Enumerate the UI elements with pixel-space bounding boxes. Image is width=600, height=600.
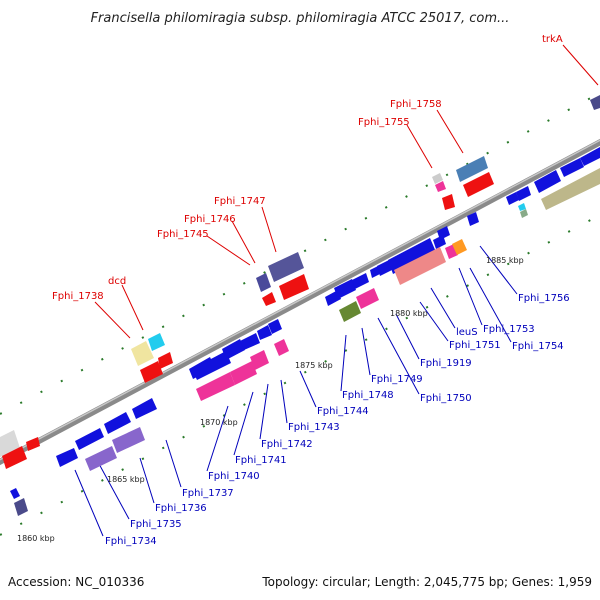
gene-arrow[interactable]: [158, 352, 173, 369]
gene-arrow[interactable]: [268, 319, 282, 334]
gene-arrow[interactable]: [56, 448, 78, 467]
gene-label[interactable]: Fphi_1919: [420, 358, 472, 369]
kbp-label: 1865 kbp: [107, 475, 145, 484]
gene-label[interactable]: Fphi_1758: [390, 99, 442, 110]
gene-block[interactable]: [274, 339, 289, 356]
gene-label[interactable]: Fphi_1750: [420, 393, 472, 404]
gene-block[interactable]: [356, 288, 379, 309]
gene-label[interactable]: Fphi_1743: [288, 422, 340, 433]
gene-label[interactable]: Fphi_1744: [317, 406, 369, 417]
gene-block[interactable]: [131, 341, 154, 366]
gene-label[interactable]: Fphi_1755: [358, 117, 410, 128]
label-connectors: [74, 44, 599, 537]
gene-arrow[interactable]: [377, 260, 392, 276]
gene-arrow[interactable]: [222, 339, 245, 360]
gene-arrow[interactable]: [26, 437, 40, 451]
gene-label[interactable]: Fphi_1753: [483, 324, 535, 335]
gene-label[interactable]: Fphi_1740: [208, 471, 260, 482]
gene-label[interactable]: Fphi_1735: [130, 519, 182, 530]
gene-block[interactable]: [518, 203, 526, 211]
gene-arrow[interactable]: [104, 412, 131, 434]
gene-arrow[interactable]: [534, 170, 561, 193]
gene-label[interactable]: Fphi_1754: [512, 341, 564, 352]
gene-arrow[interactable]: [437, 226, 450, 240]
gene-block[interactable]: [452, 239, 467, 255]
kbp-label: 1875 kbp: [295, 361, 333, 370]
gene-block[interactable]: [435, 181, 446, 192]
kbp-label: 1880 kbp: [390, 309, 428, 318]
gene-label[interactable]: Fphi_1756: [518, 293, 570, 304]
gene-arrow[interactable]: [2, 446, 27, 469]
gene-block[interactable]: [394, 247, 446, 285]
gene-label[interactable]: Fphi_1738: [52, 291, 104, 302]
kbp-label: 1860 kbp: [17, 534, 55, 543]
kbp-label: 1870 kbp: [200, 418, 238, 427]
gene-arrow[interactable]: [262, 292, 276, 306]
gene-block[interactable]: [520, 209, 528, 218]
gene-arrow[interactable]: [442, 194, 455, 210]
kbp-label: 1885 kbp: [486, 256, 524, 265]
genome-backbone: [0, 138, 600, 466]
gene-label[interactable]: Fphi_1734: [105, 536, 157, 547]
gene-block[interactable]: [85, 446, 117, 471]
gene-label[interactable]: Fphi_1748: [342, 390, 394, 401]
gene-arrow[interactable]: [560, 158, 584, 177]
gene-arrow[interactable]: [257, 325, 272, 340]
gene-arrow[interactable]: [463, 172, 494, 197]
gene-arrow[interactable]: [140, 361, 163, 383]
gene-arrow[interactable]: [192, 351, 231, 380]
gene-block[interactable]: [230, 361, 257, 385]
gene-block[interactable]: [14, 498, 28, 516]
gene-block[interactable]: [256, 273, 271, 292]
gene-label[interactable]: Fphi_1736: [155, 503, 207, 514]
blue-gene-labels: Fphi_1734 Fphi_1735 Fphi_1736 Fphi_1737 …: [105, 293, 570, 547]
gene-block[interactable]: [268, 252, 304, 282]
red-gene-labels: Fphi_1738 dcd Fphi_1745 Fphi_1746 Fphi_1…: [52, 34, 563, 302]
map-title: Francisella philomiragia subsp. philomir…: [91, 11, 510, 26]
gene-block[interactable]: [456, 156, 488, 182]
gene-label[interactable]: leuS: [456, 327, 478, 338]
gene-block[interactable]: [250, 350, 269, 370]
gene-block[interactable]: [112, 427, 145, 453]
upper-strand-genes: [0, 95, 600, 469]
gene-arrow[interactable]: [132, 398, 157, 419]
gene-arrow[interactable]: [388, 238, 436, 274]
lower-strand-genes: [10, 239, 467, 516]
gene-label[interactable]: Fphi_1742: [261, 439, 313, 450]
gene-label[interactable]: Fphi_1749: [371, 374, 423, 385]
gene-label[interactable]: Fphi_1751: [449, 340, 501, 351]
gene-block[interactable]: [590, 95, 600, 110]
gene-block[interactable]: [148, 333, 165, 351]
gene-arrow[interactable]: [467, 212, 479, 226]
gene-block[interactable]: [541, 168, 600, 210]
gene-label[interactable]: trkA: [542, 34, 563, 45]
gene-label[interactable]: dcd: [108, 276, 126, 287]
gene-label[interactable]: Fphi_1737: [182, 488, 234, 499]
gene-arrow[interactable]: [10, 488, 20, 499]
gene-arrow[interactable]: [506, 192, 519, 205]
gene-arrow[interactable]: [334, 279, 356, 299]
gene-label[interactable]: Fphi_1747: [214, 196, 266, 207]
gene-arrow[interactable]: [240, 333, 260, 350]
kbp-labels: 1860 kbp 1865 kbp 1870 kbp 1875 kbp 1880…: [17, 256, 524, 543]
gene-arrow[interactable]: [352, 273, 369, 289]
gene-block[interactable]: [196, 372, 235, 401]
gene-block[interactable]: [0, 430, 20, 458]
gene-arrow[interactable]: [516, 186, 531, 201]
gene-block[interactable]: [339, 301, 361, 322]
gene-label[interactable]: Fphi_1746: [184, 214, 236, 225]
gene-label[interactable]: Fphi_1745: [157, 229, 209, 240]
gene-arrow[interactable]: [75, 428, 104, 450]
gene-arrow[interactable]: [279, 274, 309, 300]
topology-text: Topology: circular; Length: 2,045,775 bp…: [261, 575, 592, 589]
accession-text: Accession: NC_010336: [8, 575, 144, 589]
gene-label[interactable]: Fphi_1741: [235, 455, 287, 466]
gene-block[interactable]: [432, 173, 443, 184]
gene-arrow[interactable]: [580, 147, 600, 166]
